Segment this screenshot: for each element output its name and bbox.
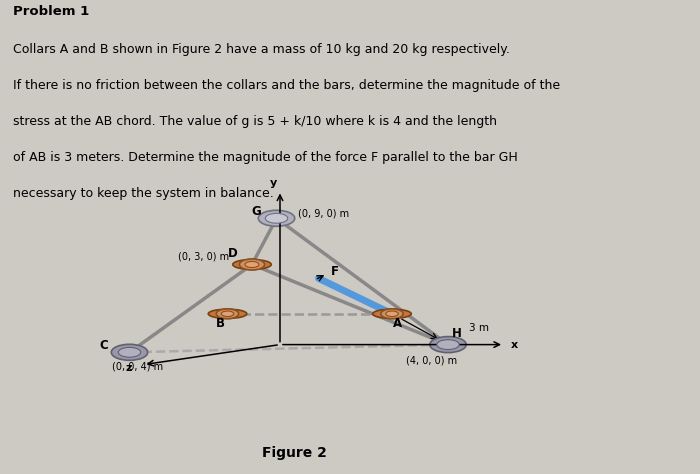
Circle shape [265, 213, 288, 223]
Text: of AB is 3 meters. Determine the magnitude of the force F parallel to the bar GH: of AB is 3 meters. Determine the magnitu… [13, 151, 517, 164]
Circle shape [239, 259, 265, 270]
Circle shape [118, 347, 141, 357]
Circle shape [437, 340, 459, 349]
Text: A: A [393, 317, 402, 330]
Text: (0, 3, 0) m: (0, 3, 0) m [178, 252, 230, 262]
Text: z: z [126, 363, 132, 373]
Text: If there is no friction between the collars and the bars, determine the magnitud: If there is no friction between the coll… [13, 79, 560, 92]
Text: Figure 2: Figure 2 [262, 446, 326, 460]
Text: H: H [452, 327, 461, 340]
Circle shape [216, 309, 239, 319]
Text: C: C [99, 339, 108, 352]
Circle shape [111, 344, 148, 360]
Text: x: x [511, 339, 518, 350]
Circle shape [245, 261, 259, 267]
Text: B: B [216, 317, 225, 330]
Text: (0, 9, 0) m: (0, 9, 0) m [298, 209, 349, 219]
Text: F: F [331, 265, 339, 278]
Circle shape [430, 337, 466, 353]
Circle shape [386, 311, 398, 317]
Circle shape [258, 210, 295, 226]
Text: necessary to keep the system in balance.: necessary to keep the system in balance. [13, 187, 273, 201]
Text: Problem 1: Problem 1 [13, 5, 89, 18]
Text: (4, 0, 0) m: (4, 0, 0) m [406, 355, 457, 365]
Text: D: D [228, 247, 238, 260]
Circle shape [381, 309, 403, 319]
Text: y: y [270, 178, 276, 188]
Ellipse shape [232, 260, 272, 269]
Ellipse shape [373, 309, 412, 319]
Ellipse shape [209, 309, 246, 319]
Text: stress at the AB chord. The value of g is 5 + k/10 where k is 4 and the length: stress at the AB chord. The value of g i… [13, 115, 496, 128]
Circle shape [221, 311, 234, 317]
Text: (0, 0, 4) m: (0, 0, 4) m [112, 361, 163, 371]
Text: G: G [251, 205, 261, 218]
Text: Collars A and B shown in Figure 2 have a mass of 10 kg and 20 kg respectively.: Collars A and B shown in Figure 2 have a… [13, 43, 510, 56]
Text: 3 m: 3 m [469, 323, 489, 333]
